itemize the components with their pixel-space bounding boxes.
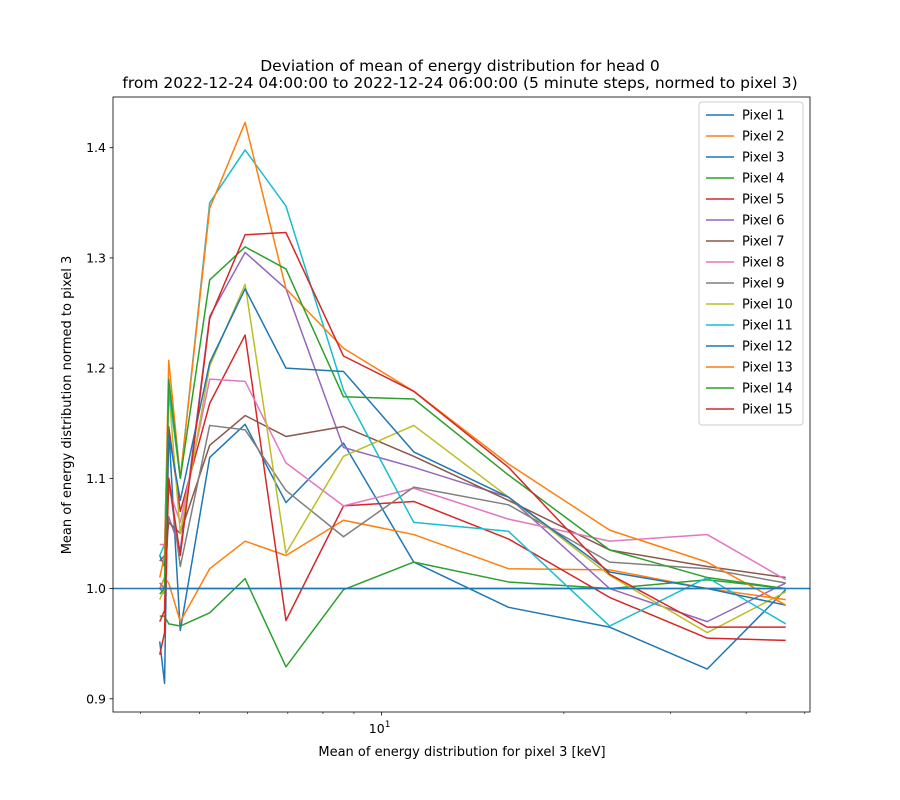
legend-label: Pixel 14: [742, 382, 793, 397]
y-tick-label: 1.4: [86, 140, 106, 155]
series-line-14: [159, 246, 786, 595]
x-tick-label: 101: [369, 720, 391, 736]
series-line-13: [158, 121, 787, 606]
legend-label: Pixel 13: [742, 361, 793, 376]
legend-label: Pixel 10: [742, 298, 793, 313]
legend-label: Pixel 4: [742, 172, 784, 187]
y-tick-label: 1.0: [86, 581, 106, 596]
legend: Pixel 1 Pixel 2 Pixel 3 Pixel 4 Pixel 5 Pixel…: [698, 101, 804, 426]
legend-label: Pixel 11: [742, 319, 793, 334]
series-line-11: [159, 149, 787, 627]
x-axis-label: Mean of energy distribution for pixel 3 …: [318, 745, 605, 760]
legend-label: Pixel 9: [742, 277, 784, 292]
series-line-9: [159, 424, 786, 595]
legend-label: Pixel 1: [742, 109, 784, 124]
y-tick-label: 0.9: [86, 691, 106, 706]
legend-label: Pixel 7: [742, 235, 784, 250]
legend-label: Pixel 2: [742, 130, 784, 145]
legend-label: Pixel 15: [742, 403, 793, 418]
chart-subtitle: from 2022-12-24 04:00:00 to 2022-12-24 0…: [122, 74, 797, 92]
y-tick-label: 1.1: [86, 471, 106, 486]
series-line-1: [158, 423, 787, 685]
series-line-2: [159, 519, 786, 623]
y-axis-label: Mean of energy distribution normed to pi…: [60, 256, 75, 555]
chart-title: Deviation of mean of energy distribution…: [260, 57, 660, 75]
series-line-15: [158, 231, 786, 655]
y-tick-label: 1.3: [86, 250, 106, 265]
legend-label: Pixel 6: [742, 214, 784, 229]
legend-box: [698, 101, 804, 426]
y-tick-label: 1.2: [86, 361, 106, 376]
plot-lines: [113, 121, 810, 685]
legend-label: Pixel 3: [742, 151, 784, 166]
plot-frame: [112, 96, 811, 713]
series-line-12: [159, 288, 786, 606]
series-line-4: [159, 561, 786, 668]
axes: 0.9 1.0 1.1 1.2 1.3 1.4 101: [86, 96, 811, 736]
series-line-5: [159, 334, 786, 642]
legend-label: Pixel 5: [742, 193, 784, 208]
legend-label: Pixel 8: [742, 256, 784, 271]
legend-label: Pixel 12: [742, 340, 793, 355]
